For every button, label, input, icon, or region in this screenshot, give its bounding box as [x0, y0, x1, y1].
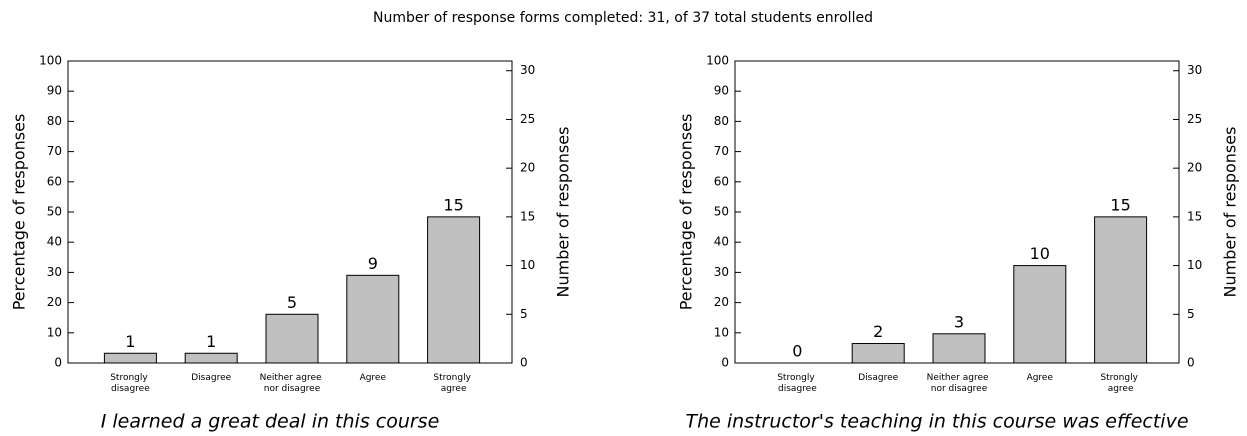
x-tick-label: Neither agree nor disagree [260, 373, 325, 394]
y-axis-label: Percentage of responses [10, 114, 29, 311]
y-tick-label: 90 [714, 84, 729, 98]
x-tick-label: Disagree [191, 373, 231, 383]
y-tick-label: 50 [714, 205, 729, 219]
y-tick-label: 60 [47, 174, 62, 188]
value-label: 10 [1030, 244, 1050, 263]
y-tick-label: 20 [714, 295, 729, 309]
y-tick-label: 10 [714, 325, 729, 339]
value-label: 1 [206, 332, 216, 351]
y2-tick-label: 5 [1187, 307, 1195, 321]
x-tick-label: Strongly disagree [777, 373, 817, 394]
y2-tick-label: 15 [1187, 209, 1202, 223]
bar [184, 352, 238, 364]
y-tick-label: 70 [714, 144, 729, 158]
y2-tick-label: 0 [1187, 356, 1195, 370]
y-tick-label: 50 [47, 205, 62, 219]
x-tick-label: Agree [360, 373, 387, 383]
y-tick-label: 20 [47, 295, 62, 309]
y-tick-label: 70 [47, 144, 62, 158]
chart-caption: I learned a great deal in this course [101, 411, 440, 433]
y-tick-label: 90 [47, 84, 62, 98]
y2-tick-label: 10 [1187, 258, 1202, 272]
value-label: 3 [954, 312, 964, 331]
y2-tick-label: 20 [1187, 161, 1202, 175]
x-tick-label: Neither agree nor disagree [927, 373, 992, 394]
bar [346, 274, 400, 364]
page-title: Number of response forms completed: 31, … [373, 10, 873, 26]
x-tick-label: Agree [1027, 373, 1054, 383]
y2-axis-label: Number of responses [1221, 127, 1240, 298]
y2-tick-label: 5 [520, 307, 528, 321]
y-tick-label: 100 [706, 54, 729, 68]
bar [1013, 265, 1067, 364]
y-tick-label: 80 [47, 114, 62, 128]
y-tick-label: 0 [54, 356, 62, 370]
y2-tick-label: 0 [520, 356, 528, 370]
x-tick-label: Strongly agree [1100, 373, 1140, 394]
y2-axis-label: Number of responses [554, 127, 573, 298]
y2-tick-label: 15 [520, 209, 535, 223]
x-tick-label: Strongly disagree [110, 373, 150, 394]
y-tick-label: 10 [47, 325, 62, 339]
bar [932, 333, 986, 364]
value-label: 2 [873, 322, 883, 341]
bar [427, 216, 481, 364]
y-tick-label: 60 [714, 174, 729, 188]
y-tick-label: 30 [47, 265, 62, 279]
value-label: 9 [368, 254, 378, 273]
y2-tick-label: 30 [520, 63, 535, 77]
bar [1094, 216, 1148, 364]
y-axis-label: Percentage of responses [677, 114, 696, 311]
y-tick-label: 30 [714, 265, 729, 279]
x-tick-label: Strongly agree [433, 373, 473, 394]
y2-tick-label: 30 [1187, 63, 1202, 77]
value-label: 15 [1110, 195, 1130, 214]
y2-tick-label: 10 [520, 258, 535, 272]
y-tick-label: 40 [714, 235, 729, 249]
y-tick-label: 80 [714, 114, 729, 128]
x-tick-label: Disagree [858, 373, 898, 383]
bar [265, 313, 319, 364]
y2-tick-label: 25 [520, 112, 535, 126]
y2-tick-label: 20 [520, 161, 535, 175]
value-label: 5 [287, 293, 297, 312]
value-label: 0 [792, 342, 802, 361]
y-tick-label: 0 [721, 356, 729, 370]
y-tick-label: 100 [39, 54, 62, 68]
y-tick-label: 40 [47, 235, 62, 249]
value-label: 15 [443, 195, 463, 214]
y2-tick-label: 25 [1187, 112, 1202, 126]
bar [103, 352, 157, 364]
bar [851, 343, 905, 364]
value-label: 1 [125, 332, 135, 351]
chart-caption: The instructor's teaching in this course… [685, 411, 1188, 433]
